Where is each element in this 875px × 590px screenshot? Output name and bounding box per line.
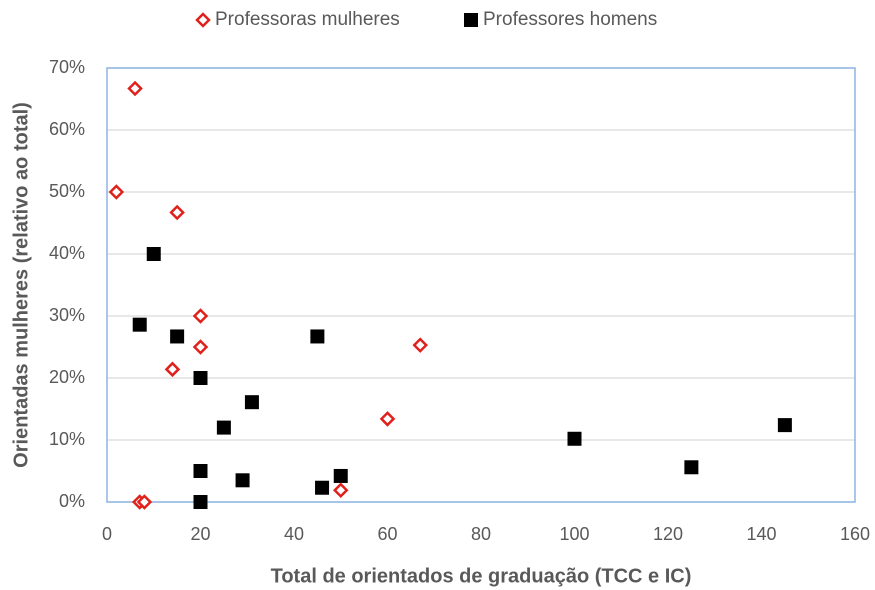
legend-label: Professores homens — [483, 9, 657, 30]
point — [164, 361, 181, 378]
point — [216, 420, 231, 435]
point — [193, 464, 208, 478]
point — [136, 494, 153, 510]
point — [315, 480, 330, 495]
y-axis-title: Orientadas mulheres (relativo ao total) — [10, 102, 32, 468]
legend-marker — [464, 13, 478, 27]
point — [333, 468, 348, 483]
point — [310, 329, 325, 344]
x-tick-label: 100 — [559, 524, 589, 544]
point — [132, 317, 147, 332]
x-tick-label: 0 — [102, 524, 112, 544]
y-tick-label: 10% — [49, 429, 85, 449]
point — [108, 184, 125, 200]
point — [684, 460, 699, 475]
x-tick-label: 120 — [653, 524, 683, 544]
point — [244, 395, 259, 410]
point — [193, 371, 208, 385]
x-tick-label: 40 — [284, 524, 304, 544]
point — [235, 473, 250, 488]
x-tick-label: 20 — [190, 524, 210, 544]
point — [170, 329, 185, 344]
point — [192, 339, 209, 355]
y-tick-label: 50% — [49, 181, 85, 201]
x-tick-label: 140 — [746, 524, 776, 544]
point — [169, 204, 185, 221]
point — [193, 495, 208, 509]
y-tick-label: 40% — [49, 243, 85, 263]
point — [777, 418, 792, 433]
y-tick-label: 0% — [59, 491, 85, 511]
point — [146, 247, 161, 261]
x-tick-label: 80 — [471, 524, 491, 544]
y-tick-label: 70% — [49, 57, 85, 77]
y-tick-label: 60% — [49, 119, 85, 139]
y-tick-label: 30% — [49, 305, 85, 325]
point — [379, 411, 396, 427]
point — [127, 80, 143, 97]
y-tick-label: 20% — [49, 367, 85, 387]
point — [332, 482, 349, 498]
x-tick-label: 60 — [377, 524, 397, 544]
legend-label: Professoras mulheres — [215, 9, 400, 30]
point — [192, 308, 209, 324]
legend-marker — [195, 12, 211, 28]
point — [412, 337, 428, 353]
plot-border — [106, 67, 856, 503]
x-axis-title: Total de orientados de graduação (TCC e … — [271, 565, 692, 587]
x-tick-label: 160 — [840, 524, 870, 544]
point — [567, 431, 582, 446]
